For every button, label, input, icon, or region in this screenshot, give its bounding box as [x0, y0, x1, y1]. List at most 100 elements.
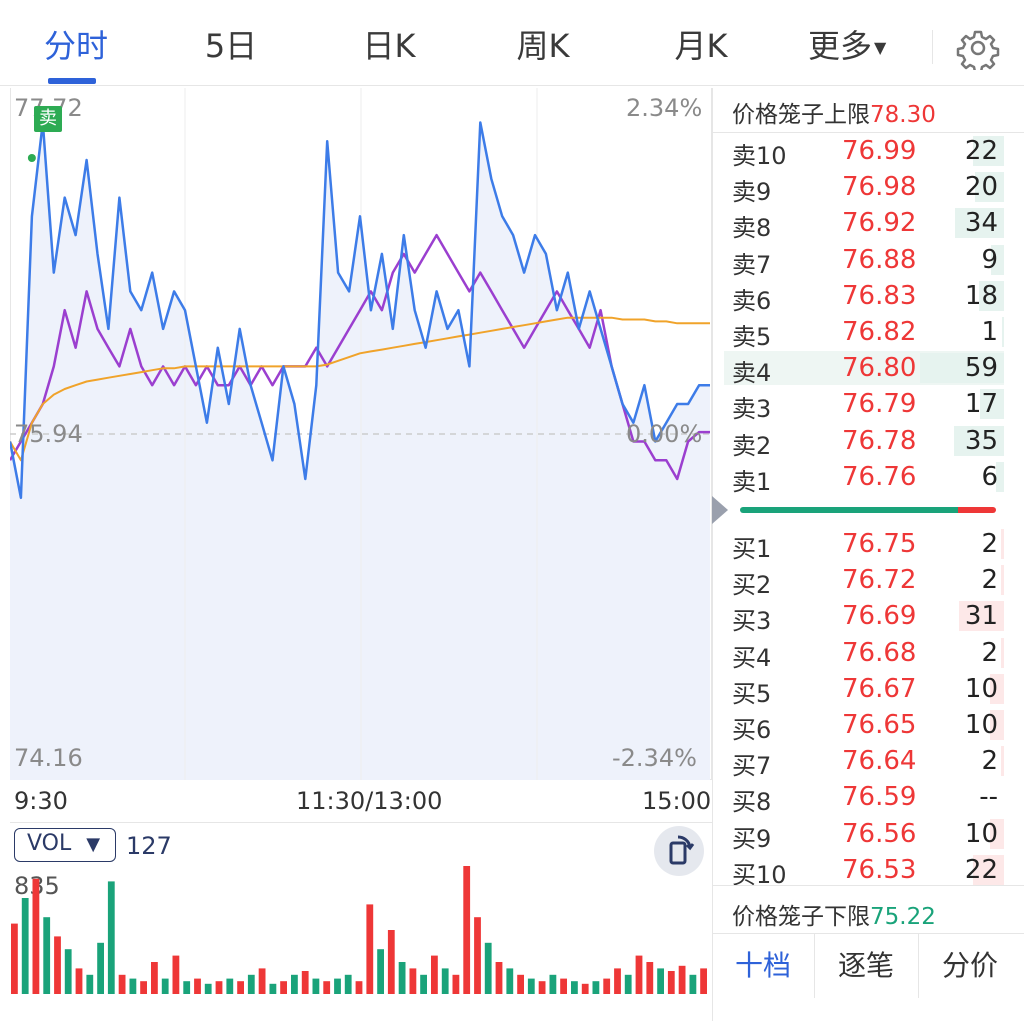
- sell-level-row[interactable]: 卖3 76.79 17: [724, 387, 1004, 423]
- index-line: [10, 233, 710, 481]
- level-label: 卖4: [732, 359, 772, 388]
- gear-icon[interactable]: [956, 26, 1000, 70]
- level-price: 76.80: [842, 353, 917, 384]
- level-price: 76.67: [842, 673, 917, 704]
- sell-signal-marker[interactable]: 卖: [34, 106, 62, 132]
- lower-price-limit: 价格笼子下限75.22: [732, 897, 936, 931]
- volume-bar: [431, 955, 438, 994]
- volume-bar: [312, 978, 320, 994]
- tab-more[interactable]: 更多 ▼: [808, 24, 886, 68]
- sell-level-row[interactable]: 卖8 76.92 34: [724, 206, 1004, 242]
- level-price: 76.68: [842, 637, 917, 668]
- time-end-label: 15:00: [642, 787, 712, 815]
- volume-bar: [409, 968, 417, 994]
- level-price: 76.75: [842, 529, 917, 559]
- volume-bar: [11, 923, 18, 994]
- buy-level-row[interactable]: 买2 76.72 2: [724, 563, 1004, 599]
- rotate-screen-button[interactable]: [654, 826, 704, 876]
- level-price: 76.65: [842, 710, 917, 740]
- divider: [712, 132, 1024, 133]
- sell-level-row[interactable]: 卖4 76.80 59: [724, 351, 1004, 388]
- book-view-tabs: 十档 逐笔 分价: [712, 933, 1024, 998]
- tab-weekly-k[interactable]: 周K: [516, 27, 570, 65]
- buy-level-row[interactable]: 买6 76.65 10: [724, 708, 1004, 744]
- sell-level-row[interactable]: 卖6 76.83 18: [724, 279, 1004, 315]
- intraday-chart[interactable]: [10, 88, 712, 780]
- volume-bar: [387, 930, 395, 994]
- volume-bar: [258, 968, 266, 994]
- sell-level-row[interactable]: 卖5 76.82 1: [724, 315, 1004, 351]
- tab-intraday[interactable]: 分时: [43, 27, 108, 65]
- volume-bar: [1001, 529, 1004, 559]
- level-quantity: 59: [964, 353, 998, 384]
- level-label: 卖1: [732, 467, 772, 496]
- volume-bar: [495, 962, 503, 994]
- buy-level-row[interactable]: 买10 76.53 22: [724, 853, 1004, 889]
- time-start-label: 9:30: [14, 787, 68, 815]
- volume-bar: [635, 955, 643, 994]
- volume-bar: [667, 971, 675, 994]
- tab-price-distribution[interactable]: 分价: [941, 949, 998, 982]
- level-label: 买1: [732, 535, 772, 563]
- volume-chart: [11, 866, 707, 994]
- volume-bar: [420, 974, 427, 994]
- buy-level-row[interactable]: 买7 76.64 2: [724, 744, 1004, 781]
- buy-level-row[interactable]: 买3 76.69 31: [724, 599, 1004, 635]
- tab-ten-levels[interactable]: 十档: [734, 949, 791, 982]
- volume-bar: [979, 280, 1004, 311]
- level-label: 卖7: [732, 250, 772, 279]
- buy-level-row[interactable]: 买8 76.59 --: [724, 780, 1004, 816]
- level-price: 76.76: [842, 461, 917, 492]
- buy-level-row[interactable]: 买9 76.56 10: [724, 817, 1004, 853]
- sell-level-row[interactable]: 卖1 76.76 6: [724, 460, 1004, 496]
- volume-bar: [151, 962, 158, 994]
- sell-level-row[interactable]: 卖10 76.99 22: [724, 134, 1004, 170]
- volume-bar: [678, 965, 686, 994]
- volume-bar: [21, 898, 29, 994]
- level-quantity: 10: [964, 673, 998, 704]
- volume-bar: [975, 172, 1004, 203]
- level-label: 卖2: [732, 431, 772, 460]
- lower-limit-label: 价格笼子下限: [732, 904, 870, 930]
- buy-level-row[interactable]: 买4 76.68 2: [724, 636, 1004, 672]
- pct-base-label: 0.00%: [626, 420, 703, 448]
- volume-bar: [64, 949, 72, 994]
- volume-bar: [86, 974, 94, 994]
- sell-level-row[interactable]: 卖9 76.98 20: [724, 170, 1004, 206]
- level-label: 买9: [732, 824, 772, 853]
- volume-bar: [549, 974, 557, 994]
- volume-bar: [955, 208, 1004, 239]
- indicator-select-button[interactable]: VOL ▼: [14, 828, 116, 862]
- current-volume: 127: [126, 832, 172, 860]
- buy-level-row[interactable]: 买1 76.75 2: [724, 527, 1004, 563]
- indicator-label: VOL: [27, 831, 72, 856]
- level-quantity: 18: [964, 280, 998, 311]
- volume-bar: [1001, 637, 1004, 668]
- level-label: 买4: [732, 643, 772, 672]
- level-price: 76.72: [842, 565, 917, 596]
- level-quantity: 35: [964, 425, 998, 456]
- upper-limit-label: 价格笼子上限: [732, 102, 870, 128]
- level-label: 买10: [732, 860, 787, 889]
- volume-bar: [980, 389, 1004, 420]
- lower-limit-value: 75.22: [870, 904, 936, 930]
- volume-bar: [990, 710, 1004, 740]
- tab-more-label: 更多: [808, 27, 873, 65]
- tab-monthly-k[interactable]: 月K: [674, 27, 728, 65]
- buy-sell-ratio-bar: [740, 507, 996, 513]
- upper-limit-value: 78.30: [870, 102, 936, 128]
- tab-tick-by-tick[interactable]: 逐笔: [837, 949, 894, 982]
- tab-divider: [814, 934, 815, 998]
- volume-bar: [32, 878, 40, 994]
- tab-5day[interactable]: 5日: [204, 27, 258, 65]
- upper-price-limit: 价格笼子上限78.30: [732, 95, 936, 129]
- level-label: 买7: [732, 752, 772, 781]
- buy-level-row[interactable]: 买5 76.67 10: [724, 672, 1004, 708]
- sell-level-row[interactable]: 卖2 76.78 35: [724, 424, 1004, 460]
- volume-bar: [75, 968, 83, 994]
- divider: [712, 885, 1024, 886]
- tab-daily-k[interactable]: 日K: [362, 27, 416, 65]
- volume-bar: [689, 974, 697, 994]
- sell-level-row[interactable]: 卖7 76.88 9: [724, 243, 1004, 279]
- volume-bar: [657, 968, 664, 994]
